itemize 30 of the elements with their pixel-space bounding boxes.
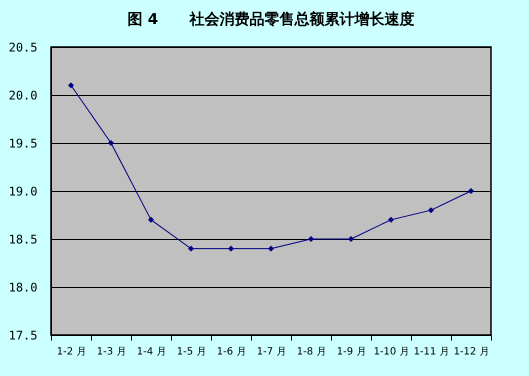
y-tick-label: 19.5 xyxy=(8,136,38,150)
point xyxy=(148,216,154,223)
x-tick-label: 1-9 月 xyxy=(336,346,366,358)
y-tick-label: 18.0 xyxy=(8,280,38,294)
y-tick-label: 20.5 xyxy=(8,40,38,54)
point xyxy=(468,188,474,194)
y-tick-label: 20.0 xyxy=(8,88,38,102)
x-tick-label: 1-8 月 xyxy=(296,346,326,358)
x-tick-label: 1-7 月 xyxy=(256,346,286,358)
x-tick-label: 1-4 月 xyxy=(136,346,166,358)
x-tick-label: 1-6 月 xyxy=(216,346,246,358)
x-tick-label: 1-12 月 xyxy=(454,346,490,358)
point xyxy=(428,207,434,214)
x-tick-label: 1-11 月 xyxy=(414,346,450,358)
point xyxy=(268,246,274,252)
point xyxy=(388,216,394,223)
point xyxy=(188,246,194,252)
point xyxy=(348,236,354,242)
x-tick-label: 1-3 月 xyxy=(96,346,126,358)
x-tick-label: 1-5 月 xyxy=(176,346,206,358)
y-tick-label: 18.5 xyxy=(8,232,38,246)
x-tick-label: 1-10 月 xyxy=(374,346,410,358)
point xyxy=(228,246,234,252)
point xyxy=(108,140,114,146)
chart-title: 图 4 社会消费品零售总额累计增长速度 xyxy=(128,10,414,28)
point xyxy=(68,82,74,88)
y-tick-label: 17.5 xyxy=(8,328,38,342)
point xyxy=(308,236,314,242)
x-tick-label: 1-2 月 xyxy=(56,346,86,358)
y-tick-label: 19.0 xyxy=(8,184,38,198)
